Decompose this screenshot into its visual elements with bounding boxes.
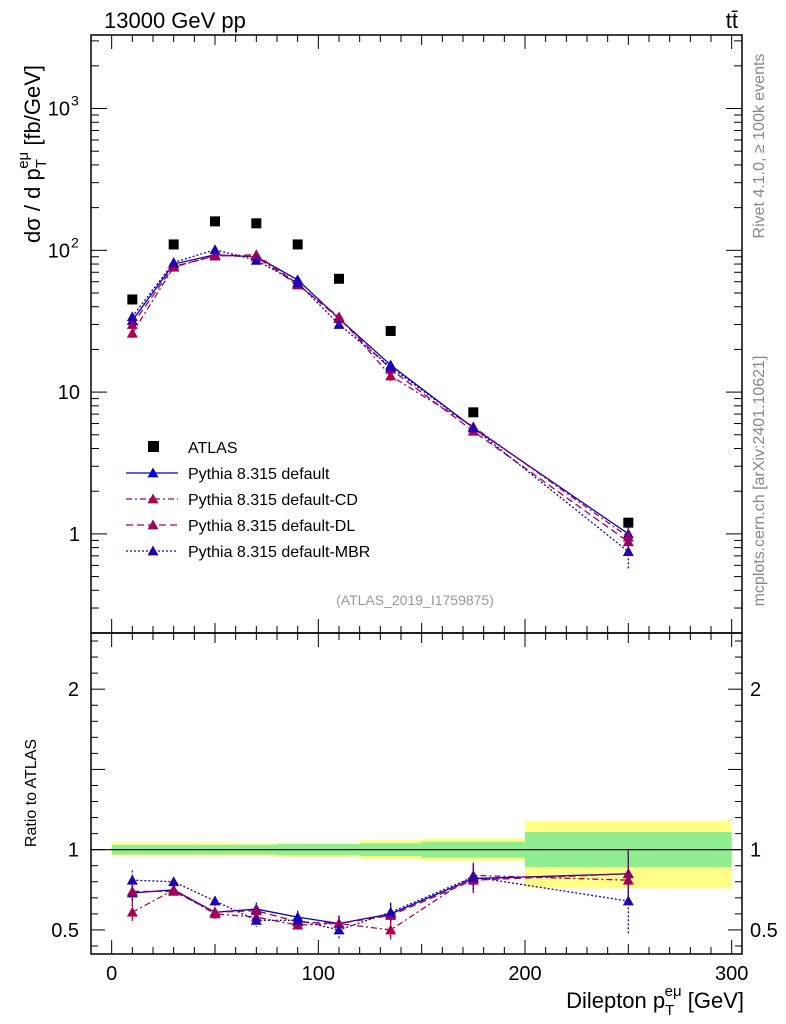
ratio-y-tick-label-left: 1	[68, 840, 79, 862]
data-point-atlas	[334, 273, 344, 284]
marker-cd	[385, 370, 397, 381]
marker-mbr	[168, 257, 180, 267]
x-tick-label: 300	[715, 963, 748, 985]
marker-cd	[126, 906, 138, 917]
data-point-atlas	[385, 325, 396, 336]
y-label-prefix: dσ / d p	[20, 168, 45, 243]
data-point-atlas	[251, 218, 262, 229]
svg-text:dσ / d pTeμ [fb/GeV]: dσ / d pTeμ [fb/GeV]	[15, 65, 50, 243]
x-label-suffix: [GeV]	[682, 988, 744, 1013]
ratio-y-tick-label-left: 0.5	[51, 920, 79, 942]
marker-mbr	[168, 876, 180, 887]
marker-mbr	[622, 895, 634, 906]
marker-dl	[250, 249, 262, 260]
marker-mbr	[209, 244, 221, 255]
x-label-prefix: Dilepton p	[566, 988, 665, 1013]
main-y-tick-label: 10	[48, 240, 70, 262]
marker-mbr	[209, 895, 221, 906]
marker-dl	[250, 905, 262, 916]
marker-dl	[126, 318, 138, 329]
marker-mbr	[333, 924, 345, 935]
data-point-atlas	[210, 216, 220, 227]
legend-marker-cd	[147, 493, 159, 504]
marker-mbr	[126, 874, 138, 885]
main-y-axis-label: dσ / d pTeμ [fb/GeV]	[15, 65, 50, 243]
process-label: tt̄	[726, 8, 738, 33]
marker-mbr	[250, 914, 262, 925]
data-point-atlas	[127, 294, 138, 305]
ratio-y-tick-label-left: 2	[68, 679, 79, 701]
main-y-tick-exponent: 2	[71, 234, 79, 250]
legend-label-cd: Pythia 8.315 default-CD	[188, 492, 358, 509]
series-line-dl	[131, 254, 629, 543]
marker-mbr	[333, 318, 345, 329]
x-tick-label: 200	[508, 963, 541, 985]
marker-mbr	[292, 277, 304, 288]
marker-mbr	[622, 546, 634, 557]
x-axis-label: Dilepton pTeμ [GeV]	[566, 983, 744, 1019]
marker-dl	[209, 906, 221, 917]
main-y-tick-exponent: 3	[71, 93, 79, 109]
ratio-y-tick-label-right: 0.5	[750, 920, 778, 942]
marker-mbr	[292, 914, 304, 925]
marker-dl	[126, 885, 138, 896]
energy-label: 13000 GeV pp	[104, 8, 246, 33]
y-label-suffix: [fb/GeV]	[20, 65, 45, 152]
ratio-y-tick-label-right: 2	[750, 679, 761, 701]
main-y-tick-label: 10	[48, 99, 70, 121]
x-label-sup: eμ	[665, 983, 682, 1000]
legend-marker-mbr	[147, 545, 159, 556]
marker-dl	[622, 536, 634, 547]
marker-dl	[209, 250, 221, 261]
legend-label-mbr: Pythia 8.315 default-MBR	[188, 544, 370, 561]
marker-mbr	[467, 422, 479, 433]
analysis-id-label: (ATLAS_2019_I1759875)	[336, 592, 494, 608]
main-y-tick-label: 1	[69, 524, 80, 546]
marker-mbr	[385, 361, 397, 372]
legend-marker-dl	[147, 519, 159, 530]
marker-mbr	[126, 311, 138, 322]
ratio-plot-area: 0 100 200 3000.5 0.51 12 2	[51, 640, 778, 985]
legend-marker-default	[147, 467, 159, 478]
ratio-y-tick-label-right: 1	[750, 840, 761, 862]
x-tick-label: 100	[302, 963, 335, 985]
marker-dl	[333, 313, 345, 323]
marker-dl	[168, 885, 180, 896]
x-tick-label: 0	[106, 963, 117, 985]
data-point-atlas	[292, 239, 303, 250]
x-label-sub: T	[665, 1002, 674, 1019]
marker-cd	[126, 327, 138, 338]
legend-marker-atlas	[148, 441, 159, 452]
data-point-atlas	[168, 239, 179, 250]
data-point-atlas	[623, 517, 634, 528]
legend-label-dl: Pythia 8.315 default-DL	[188, 518, 355, 535]
marker-dl	[333, 918, 345, 928]
marker-mbr	[467, 871, 479, 882]
marker-cd	[385, 924, 397, 935]
rivet-version-label: Rivet 4.1.0, ≥ 100k events	[751, 54, 768, 239]
marker-mbr	[250, 254, 262, 265]
ratio-y-axis-label: Ratio to ATLAS	[23, 739, 40, 847]
mcplots-label: mcplots.cern.ch [arXiv:2401.10621]	[751, 356, 768, 607]
marker-mbr	[385, 906, 397, 917]
y-label-sub: T	[33, 159, 50, 168]
ratio-plot-frame	[90, 632, 743, 955]
data-point-atlas	[468, 407, 479, 418]
legend-label-data: ATLAS	[188, 440, 238, 457]
legend: ATLAS Pythia 8.315 default Pythia 8.315 de…	[126, 440, 370, 561]
y-label-sup: eμ	[15, 152, 32, 169]
main-y-tick-label: 10	[58, 382, 80, 404]
legend-label-default: Pythia 8.315 default	[188, 466, 330, 483]
